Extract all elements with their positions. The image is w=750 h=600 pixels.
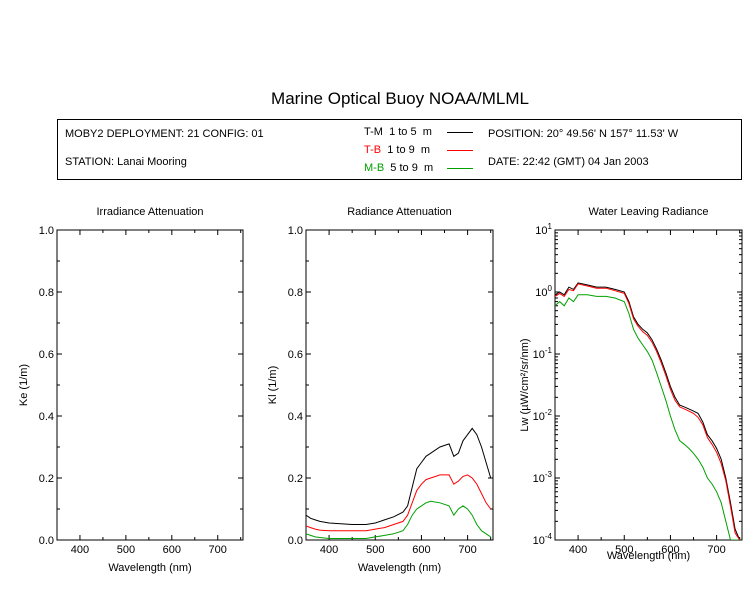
y-tick-exponent: -2	[545, 408, 553, 417]
y-tick-label: 0.6	[39, 349, 54, 361]
legend-range: 1 to 9	[387, 144, 415, 156]
legend-item-mb: M-B 5 to 9 m	[364, 162, 433, 174]
y-axis-label: Ke (1/m)	[18, 364, 30, 406]
y-tick-label: 10-1	[533, 346, 553, 361]
x-tick-label: 600	[412, 544, 430, 556]
x-axis-label: Wavelength (nm)	[108, 562, 191, 574]
y-tick-label: 0.0	[288, 535, 303, 547]
y-tick-exponent: 0	[548, 284, 553, 293]
x-tick-label: 400	[71, 544, 89, 556]
y-tick-label: 100	[535, 284, 552, 299]
legend-item-tb: T-B 1 to 9 m	[364, 144, 430, 156]
x-tick-label: 400	[320, 544, 338, 556]
x-tick-label: 600	[661, 544, 679, 556]
y-axis-label: Kl (1/m)	[267, 366, 279, 405]
series-line-t-m	[555, 282, 741, 540]
y-tick-label: 1.0	[288, 225, 303, 237]
series-line-t-m	[306, 427, 492, 525]
date-text: DATE: 22:42 (GMT) 04 Jan 2003	[488, 156, 649, 168]
position-text: POSITION: 20° 49.56' N 157° 11.53' W	[488, 128, 679, 140]
y-tick-label: 0.2	[39, 473, 54, 485]
legend-line-tb	[447, 150, 473, 151]
x-tick-label: 500	[615, 544, 633, 556]
plot-frame	[554, 229, 743, 541]
legend-range: 1 to 5	[389, 126, 417, 138]
series-line-m-b	[555, 294, 740, 540]
legend-unit: m	[420, 144, 431, 156]
y-tick-label: 10-4	[533, 532, 553, 547]
x-tick-label: 700	[458, 544, 476, 556]
series-line-m-b	[306, 500, 491, 539]
deployment-text: MOBY2 DEPLOYMENT: 21 CONFIG: 01	[65, 128, 264, 140]
y-tick-label: 10-3	[533, 470, 553, 485]
page-title: Marine Optical Buoy NOAA/MLML	[271, 89, 529, 108]
info-box: MOBY2 DEPLOYMENT: 21 CONFIG: 01 STATION:…	[57, 119, 742, 180]
station-text: STATION: Lanai Mooring	[65, 156, 187, 168]
x-tick-label: 600	[163, 544, 181, 556]
y-tick-label: 0.8	[288, 287, 303, 299]
legend-line-tm	[447, 132, 473, 133]
x-axis-label: Wavelength (nm)	[607, 550, 690, 562]
y-tick-label: 0.8	[39, 287, 54, 299]
y-tick-exponent: -1	[545, 346, 553, 355]
legend-line-mb	[447, 168, 473, 169]
y-tick-label: 0.4	[39, 411, 54, 423]
chart-title: Radiance Attenuation	[347, 206, 452, 218]
y-tick-exponent: -4	[545, 532, 553, 541]
legend-item-tm: T-M 1 to 5 m	[364, 126, 432, 138]
x-axis-label: Wavelength (nm)	[358, 562, 441, 574]
legend-code: M-B	[364, 162, 385, 174]
y-tick-label: 1.0	[39, 225, 54, 237]
y-axis-label: Lw (µW/cm²/sr/nm)	[519, 338, 531, 431]
x-tick-label: 400	[569, 544, 587, 556]
y-tick-label: 0.2	[288, 473, 303, 485]
legend-unit: m	[422, 126, 432, 138]
y-tick-label: 0.6	[288, 349, 303, 361]
x-tick-label: 700	[707, 544, 725, 556]
y-tick-label: 0.4	[288, 411, 303, 423]
legend-unit: m	[423, 162, 434, 174]
chart-title: Water Leaving Radiance	[588, 206, 708, 218]
x-tick-label: 500	[366, 544, 384, 556]
y-tick-exponent: 1	[548, 222, 553, 231]
legend-code: T-M	[364, 126, 383, 138]
legend-range: 5 to 9	[390, 162, 418, 174]
y-tick-label: 101	[535, 222, 552, 237]
y-tick-exponent: -3	[545, 470, 553, 479]
y-tick-label: 0.0	[39, 535, 54, 547]
series-line-t-b	[555, 283, 741, 540]
x-tick-label: 700	[209, 544, 227, 556]
series-line-t-b	[306, 474, 492, 532]
plot-frame	[305, 229, 494, 541]
chart-title: Irradiance Attenuation	[96, 206, 203, 218]
y-tick-label: 10-2	[533, 408, 553, 423]
x-tick-label: 500	[117, 544, 135, 556]
legend-code: T-B	[364, 144, 382, 156]
plot-frame	[56, 229, 244, 541]
